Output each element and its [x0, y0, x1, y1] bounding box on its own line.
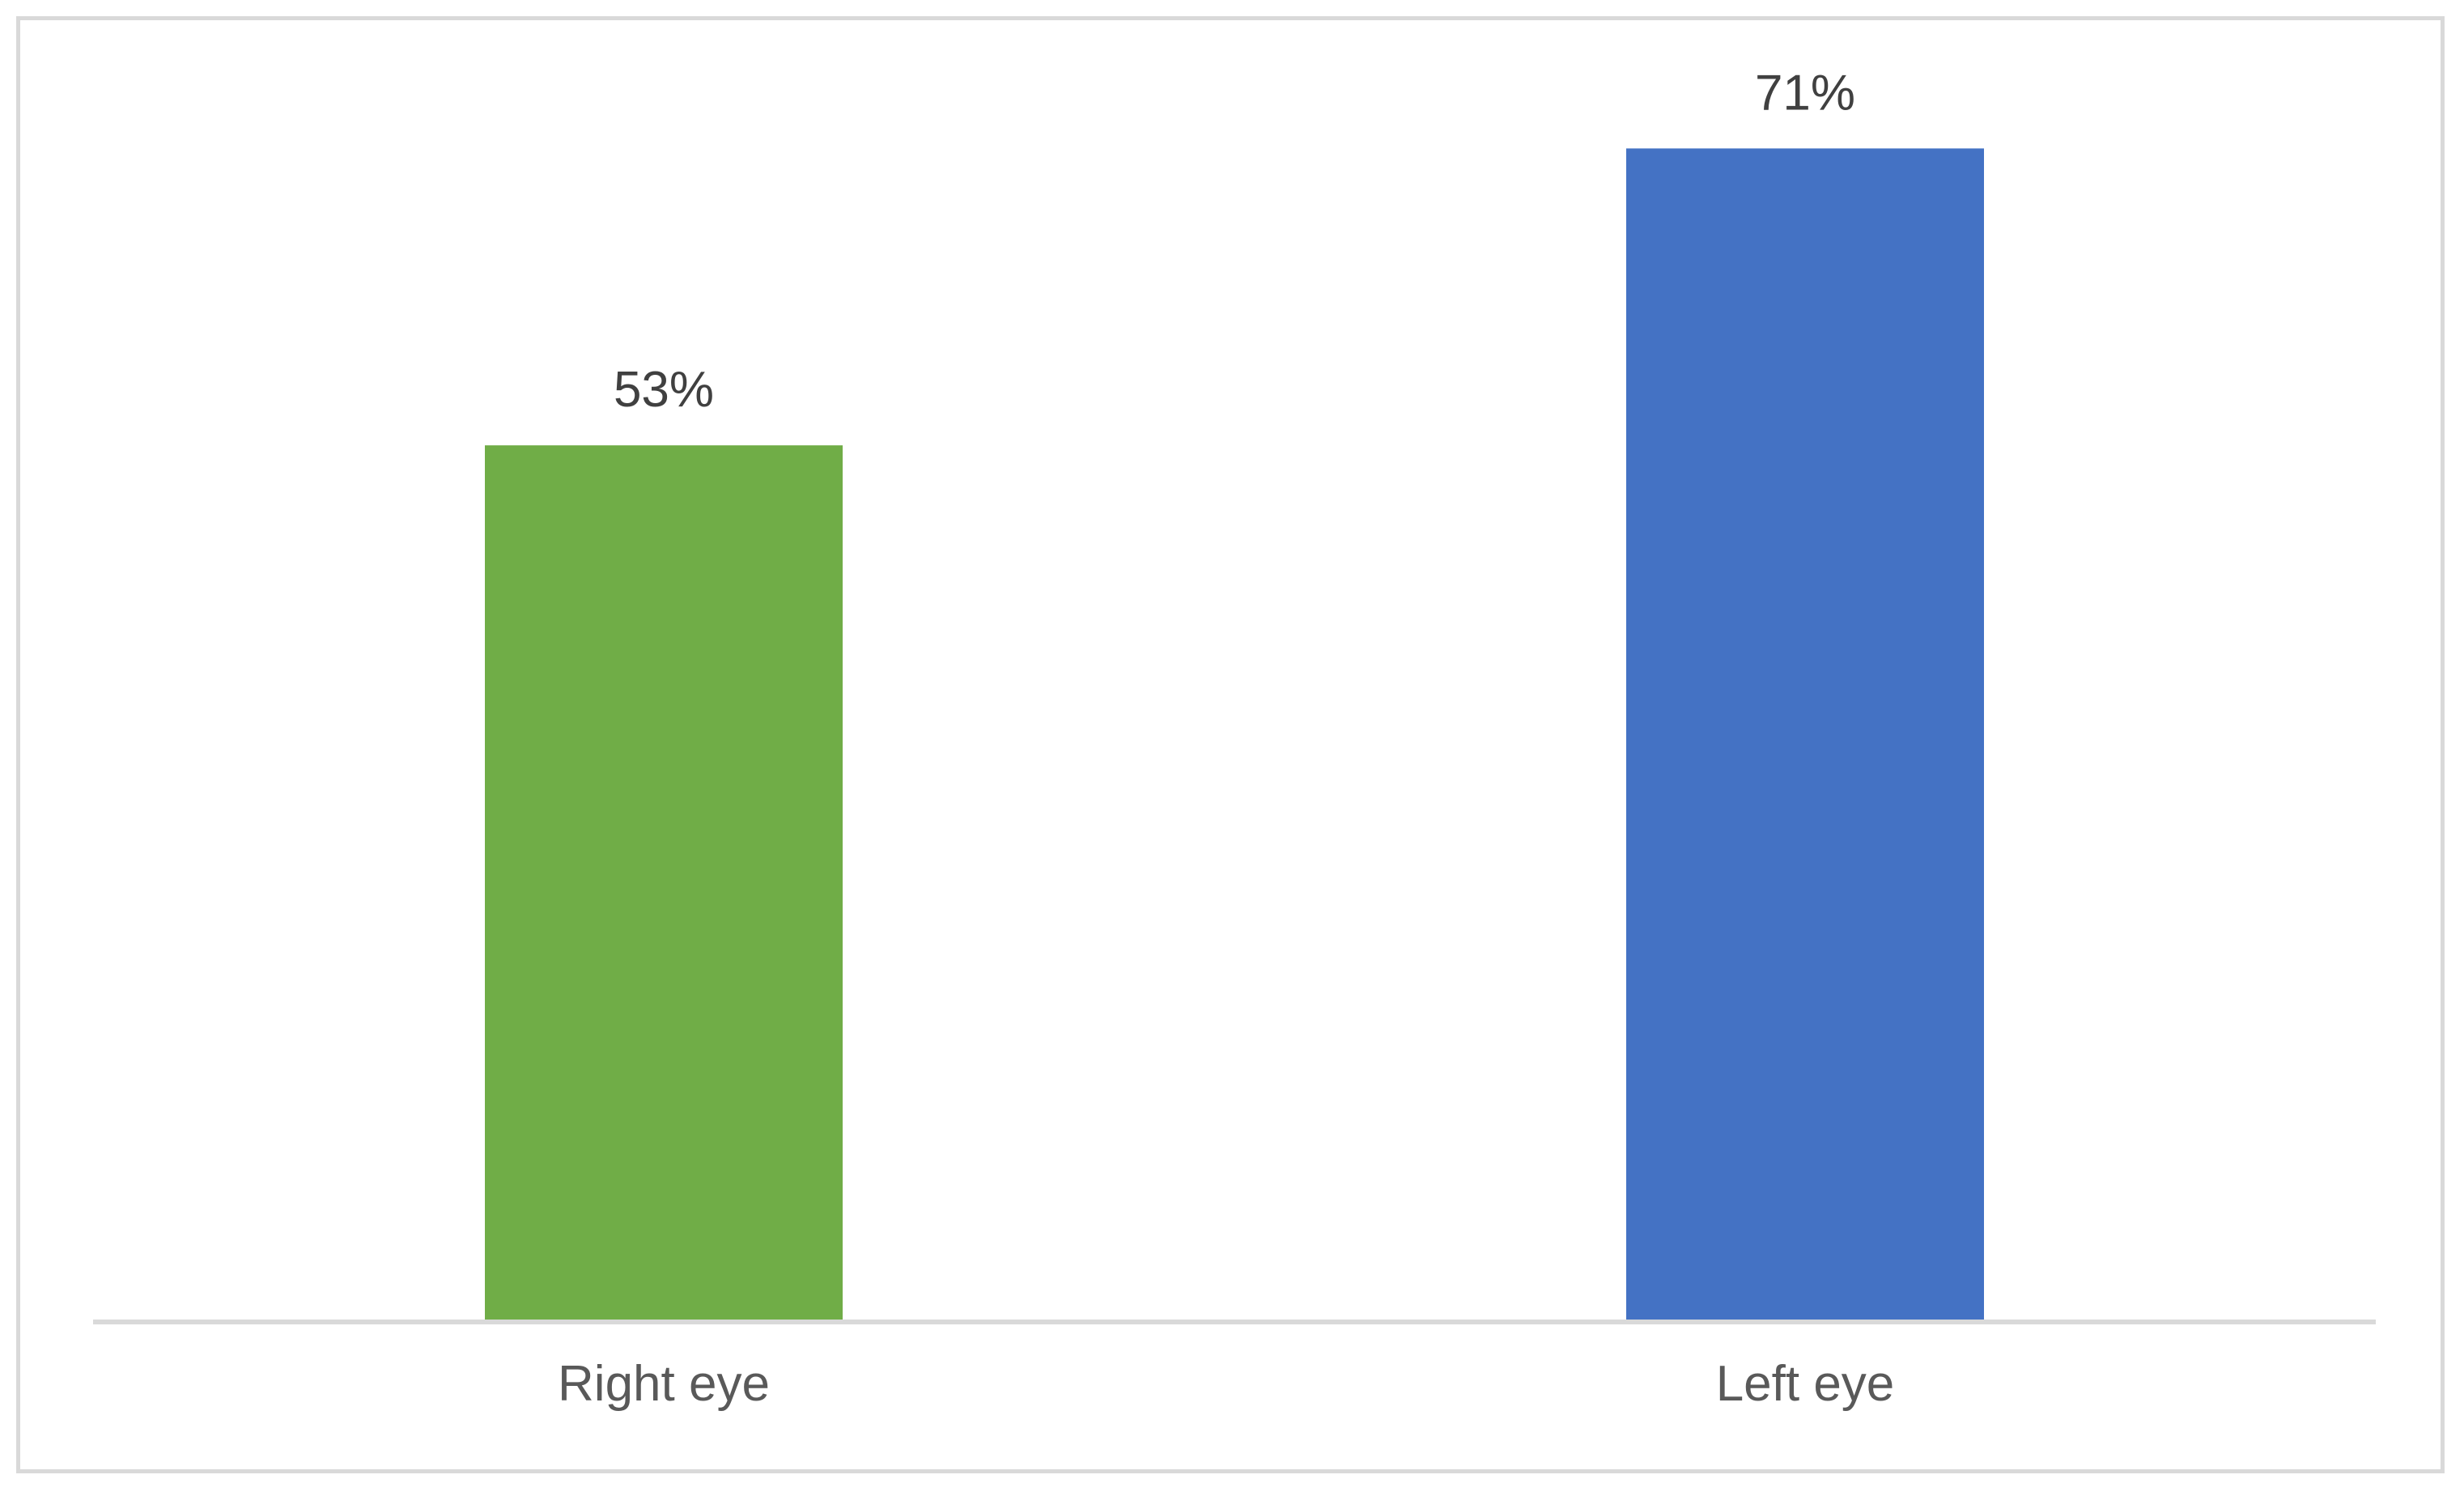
data-label-left-eye: 71%: [1755, 65, 1855, 121]
data-label-right-eye: 53%: [614, 362, 714, 418]
value-labels-group: 53% 71%: [614, 65, 1855, 418]
bar-right-eye: [485, 445, 843, 1320]
bars-group: [485, 148, 1984, 1320]
bar-left-eye: [1626, 148, 1984, 1320]
category-label-left-eye: Left eye: [1716, 1356, 1895, 1412]
category-labels-group: Right eye Left eye: [558, 1356, 1894, 1412]
chart-frame: [16, 16, 2445, 1473]
category-label-right-eye: Right eye: [558, 1356, 770, 1412]
